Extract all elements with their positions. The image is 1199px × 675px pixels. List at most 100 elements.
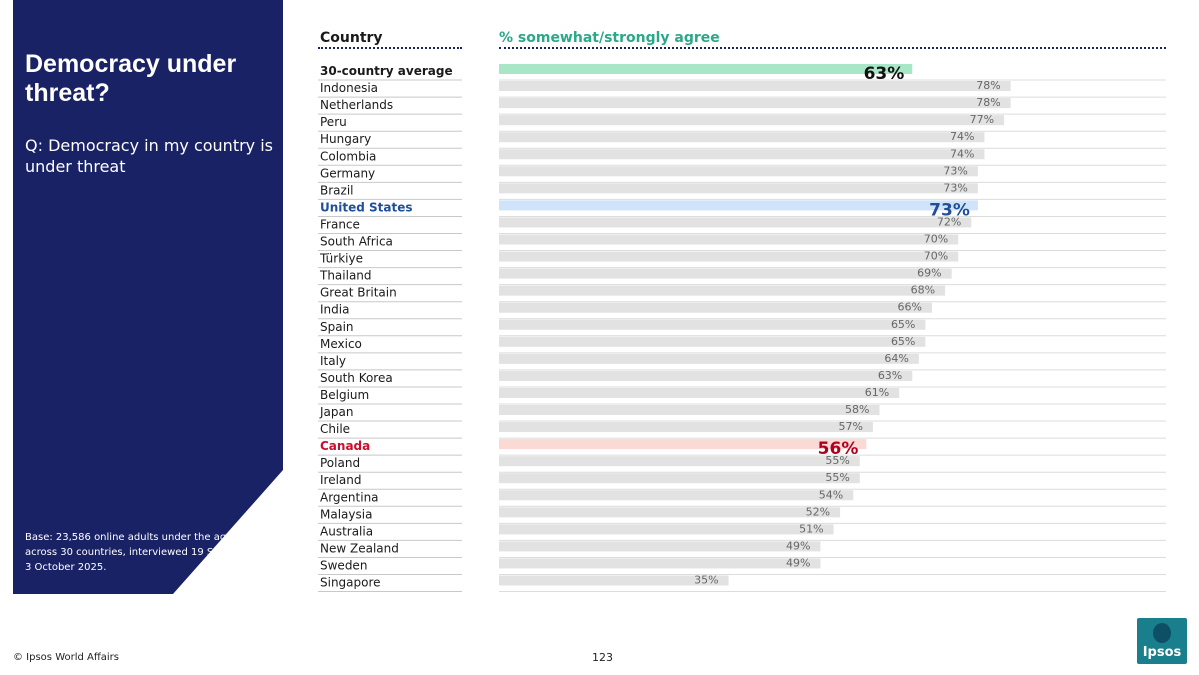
bar-belgium	[499, 387, 900, 398]
logo-text: Ipsos	[1142, 645, 1182, 660]
bar-great-britain	[499, 285, 946, 296]
bar-italy	[499, 353, 919, 364]
value-label: 73%	[929, 200, 970, 220]
value-label: 66%	[898, 301, 922, 314]
category-label: Hungary	[320, 132, 371, 146]
bar-peru	[499, 115, 1005, 126]
value-label: 52%	[806, 505, 830, 518]
bar-brazil	[499, 183, 978, 194]
country-column-header: Country	[320, 30, 383, 46]
category-label: South Africa	[320, 235, 393, 249]
category-label: Spain	[320, 320, 354, 334]
value-label: 57%	[838, 420, 862, 433]
bar-argentina	[499, 490, 854, 501]
bar-south-africa	[499, 234, 959, 245]
value-label: 58%	[845, 403, 869, 416]
bar-united-states	[499, 200, 978, 211]
category-label: Argentina	[320, 490, 379, 504]
category-label: Türkiye	[319, 252, 363, 266]
category-label: Peru	[320, 115, 347, 129]
bar-singapore	[499, 575, 729, 586]
bar-japan	[499, 405, 880, 415]
base-note: Base: 23,586 online adults under the age…	[25, 532, 271, 573]
value-label: 74%	[950, 130, 974, 143]
bar-france	[499, 217, 972, 228]
value-label: 69%	[917, 267, 941, 280]
value-label: 68%	[911, 284, 935, 297]
value-label: 54%	[819, 488, 843, 501]
value-label: 73%	[943, 181, 967, 194]
category-label: Belgium	[320, 388, 369, 402]
bar-australia	[499, 524, 834, 535]
category-label: Australia	[320, 524, 373, 538]
category-label: Mexico	[320, 337, 362, 351]
category-label: South Korea	[320, 371, 393, 385]
value-label: 74%	[950, 147, 974, 160]
footer-copyright: © Ipsos World Affairs	[13, 652, 119, 663]
bar-chile	[499, 422, 873, 433]
bar-south-korea	[499, 370, 913, 381]
bar-poland	[499, 456, 860, 467]
title-panel: Democracy under threat? Q: Democracy in …	[13, 0, 283, 594]
bar-mexico	[499, 336, 926, 347]
page-number: 123	[592, 651, 613, 664]
bar-hungary	[499, 132, 985, 143]
bar-spain	[499, 319, 926, 330]
bar-canada	[499, 439, 867, 450]
category-label: France	[320, 217, 360, 231]
value-label: 64%	[884, 352, 908, 365]
category-label: Colombia	[320, 149, 376, 163]
category-label: India	[320, 303, 349, 317]
value-label: 63%	[878, 369, 902, 382]
bar-thailand	[499, 268, 952, 279]
page-title: Democracy under threat?	[25, 50, 237, 107]
value-label: 56%	[818, 439, 859, 459]
category-label: Japan	[319, 405, 353, 419]
category-label: Italy	[320, 354, 346, 368]
category-label: Malaysia	[320, 507, 372, 521]
bar-colombia	[499, 149, 985, 160]
value-label: 78%	[976, 79, 1000, 92]
bar-india	[499, 302, 932, 313]
bar-ireland	[499, 473, 860, 484]
category-label: Sweden	[320, 558, 367, 572]
value-label: 35%	[694, 574, 718, 587]
value-label: 78%	[976, 96, 1000, 109]
measure-header-divider	[499, 47, 1166, 49]
ipsos-logo: Ipsos	[1137, 618, 1187, 664]
bar-germany	[499, 166, 978, 177]
category-label: United States	[320, 200, 413, 214]
value-label: 65%	[891, 318, 915, 331]
value-label: 55%	[825, 454, 849, 467]
value-label: 55%	[825, 471, 849, 484]
bar-30-country-average	[499, 64, 913, 74]
value-label: 51%	[799, 522, 823, 535]
survey-question: Q: Democracy in my country is under thre…	[25, 136, 274, 176]
value-label: 77%	[970, 113, 994, 126]
bar-sweden	[499, 558, 821, 569]
bar-t-rkiye	[499, 251, 959, 262]
category-label: Great Britain	[320, 286, 397, 300]
bar-new-zealand	[499, 541, 821, 552]
category-label: Brazil	[320, 183, 354, 197]
value-label: 72%	[937, 215, 961, 228]
category-label: Thailand	[319, 269, 372, 283]
category-label: Indonesia	[320, 81, 378, 95]
value-label: 73%	[943, 164, 967, 177]
category-label: Germany	[320, 166, 375, 180]
value-label: 65%	[891, 335, 915, 348]
value-label: 63%	[864, 64, 905, 84]
country-header-divider	[318, 47, 462, 49]
bar-netherlands	[499, 98, 1011, 109]
category-label: Ireland	[320, 473, 362, 487]
value-label: 49%	[786, 556, 810, 569]
category-label: Chile	[320, 422, 350, 436]
category-label: Poland	[320, 456, 360, 470]
value-label: 70%	[924, 233, 948, 246]
value-label: 49%	[786, 539, 810, 552]
value-label: 70%	[924, 250, 948, 263]
bar-malaysia	[499, 507, 841, 518]
category-label: Canada	[320, 439, 370, 453]
category-label: 30-country average	[320, 64, 453, 78]
